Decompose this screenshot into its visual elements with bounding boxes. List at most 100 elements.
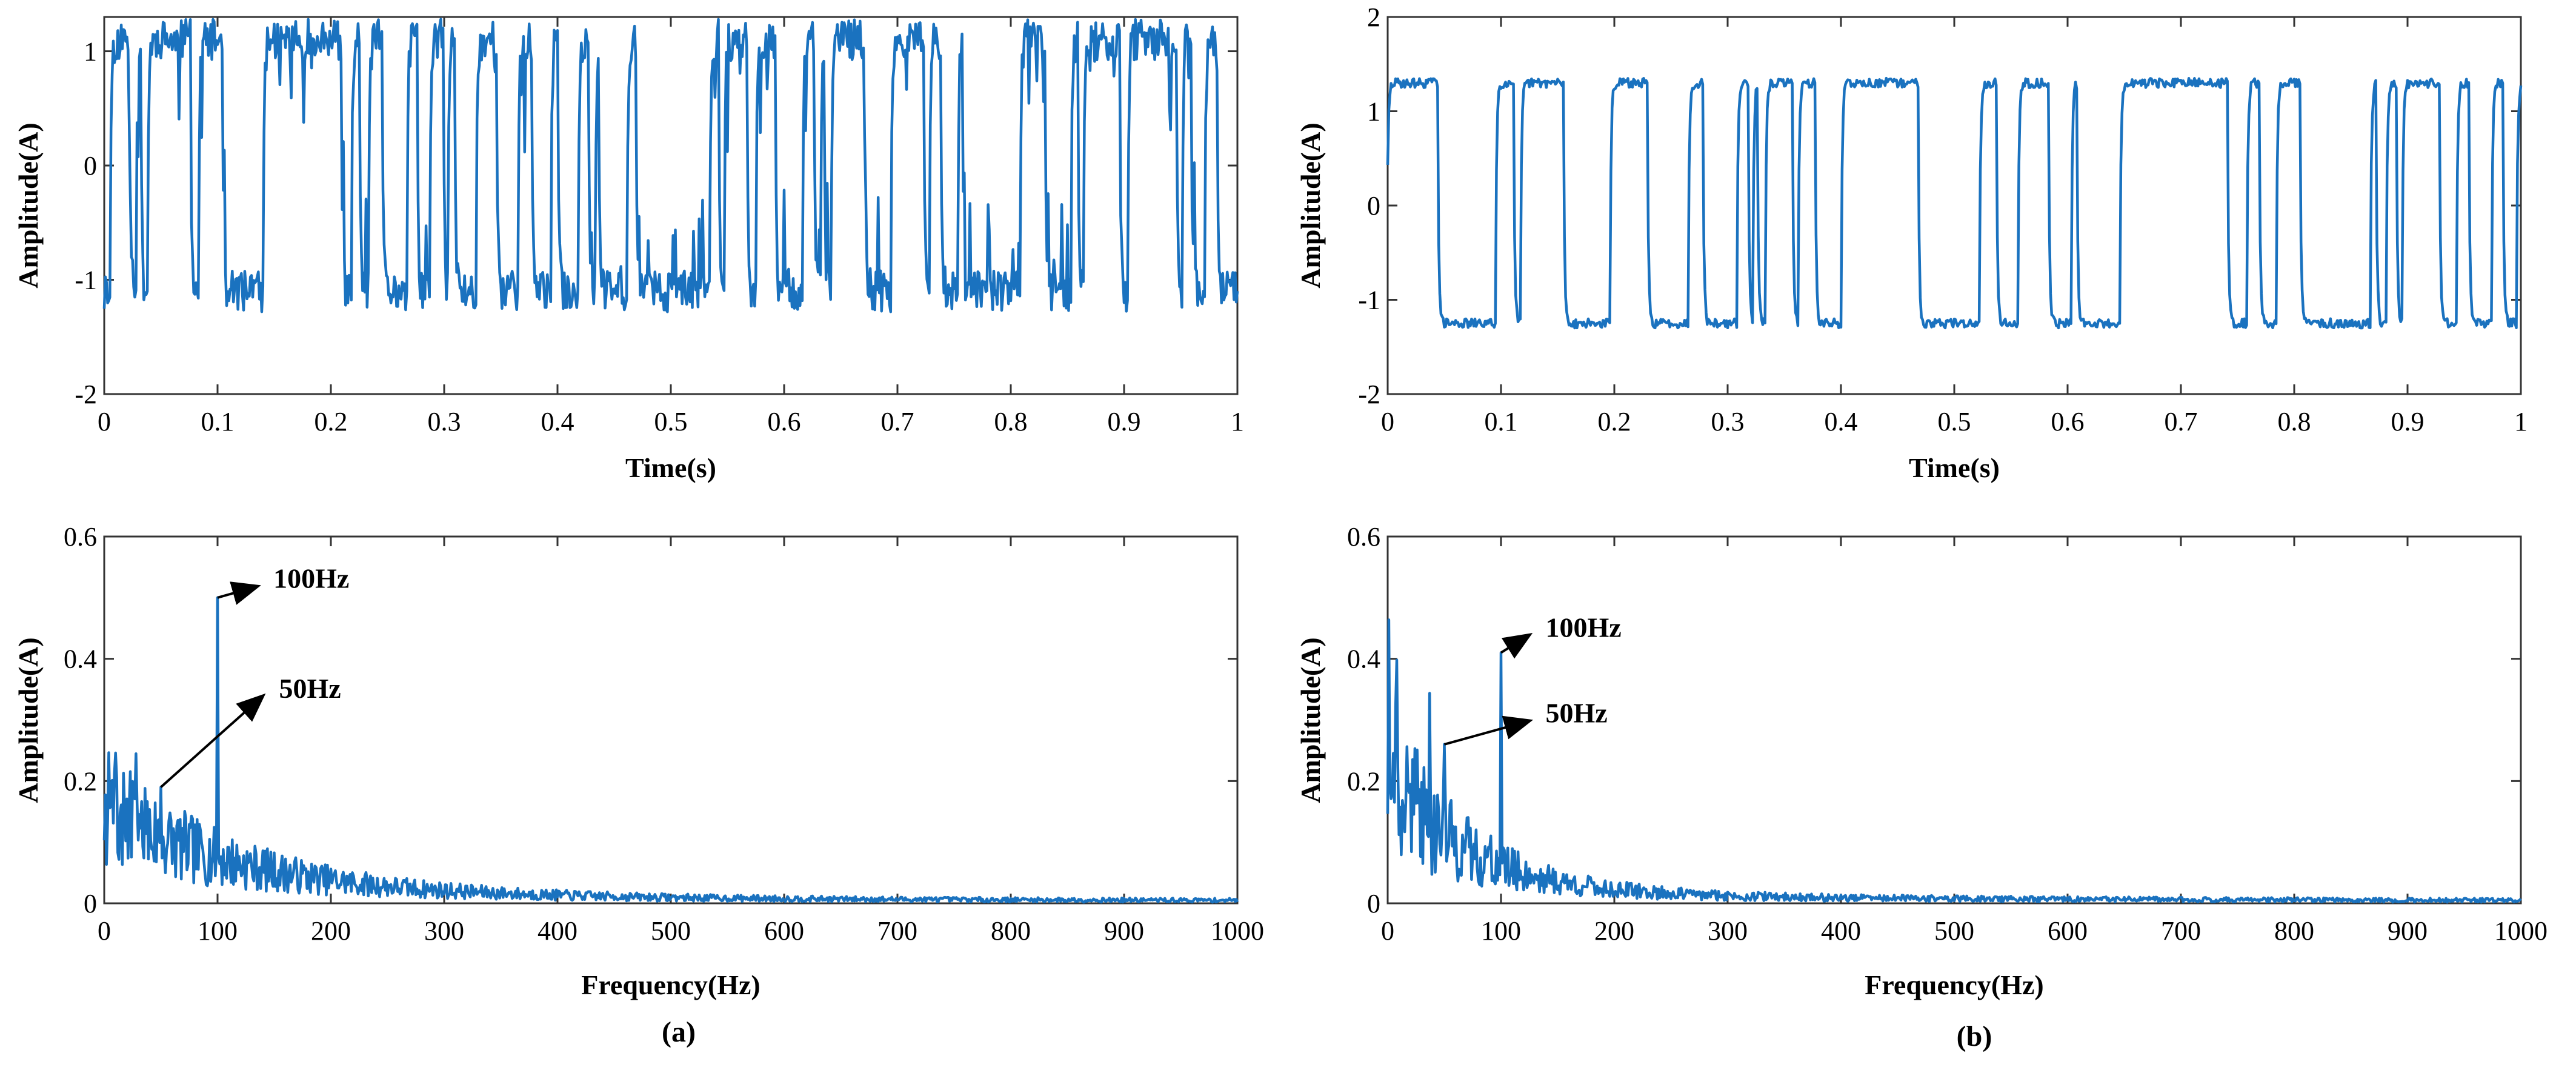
x-tick-label: 0: [98, 916, 111, 946]
x-tick-label: 600: [764, 916, 804, 946]
x-tick-label: 200: [311, 916, 351, 946]
y-axis-label: Amplitude(A): [13, 637, 44, 803]
x-tick-label: 800: [991, 916, 1031, 946]
y-tick-label: 0.6: [64, 522, 97, 552]
x-tick-label: 0.9: [2391, 407, 2425, 436]
signal-line: [102, 18, 1239, 313]
x-tick-label: 0: [98, 407, 111, 436]
x-tick-label: 0.5: [654, 407, 688, 436]
y-tick-label: 0: [1367, 889, 1380, 918]
x-tick-label: 0.5: [1938, 407, 1971, 436]
y-axis-label: Amplitude(A): [1295, 122, 1326, 288]
x-tick-label: 0.6: [768, 407, 801, 436]
x-tick-label: 0: [1381, 407, 1394, 436]
x-tick-label: 600: [2048, 916, 2088, 946]
y-tick-label: 0: [84, 151, 97, 181]
tick-group: 0 0.1 0.2 0.3 0.4 0.5 0.6 0.7 0.8 0.9 1 -2 -1 0 1: [75, 17, 1244, 436]
panel-a-frequency: 0 100 200 300 400 500 600 700 800 900 1000 0 0.2 0.4 0…: [13, 522, 1264, 1000]
x-tick-label: 700: [2161, 916, 2201, 946]
x-tick-label: 1000: [2494, 916, 2548, 946]
x-axis-label: Frequency(Hz): [1865, 969, 2044, 1000]
peak-arrow: [1500, 633, 1533, 659]
x-tick-label: 0.9: [1108, 407, 1141, 436]
x-tick-label: 300: [1708, 916, 1748, 946]
y-tick-label: -1: [1358, 286, 1380, 315]
panel-b-time: 0 0.1 0.2 0.3 0.4 0.5 0.6 0.7 0.8 0.9 1 -2 -1 0 1 2 Tim…: [1295, 2, 2528, 483]
x-tick-label: 0.2: [1598, 407, 1631, 436]
y-tick-label: -2: [75, 380, 97, 409]
signal-line: [102, 596, 1239, 904]
x-tick-label: 400: [1821, 916, 1861, 946]
y-tick-label: 0.4: [1347, 644, 1380, 674]
plot-frame: [1386, 16, 2522, 395]
x-tick-label: 0.3: [428, 407, 461, 436]
x-tick-label: 0.7: [881, 407, 914, 436]
x-tick-label: 500: [1934, 916, 1974, 946]
annotation-group: 100Hz 50Hz: [160, 563, 349, 788]
signal-line: [1386, 618, 2522, 904]
x-tick-label: 0.8: [2278, 407, 2311, 436]
series-group: [102, 18, 1239, 313]
plot-frame: [103, 16, 1239, 395]
panel-a-time: 0 0.1 0.2 0.3 0.4 0.5 0.6 0.7 0.8 0.9 1 -2 -1 0 1 Time…: [13, 16, 1244, 483]
x-tick-label: 0.3: [1711, 407, 1745, 436]
x-tick-label: 1: [2514, 407, 2528, 436]
x-tick-label: 0.4: [541, 407, 574, 436]
x-tick-label: 0.2: [315, 407, 348, 436]
y-tick-label: 1: [1367, 97, 1380, 127]
peak-label: 100Hz: [273, 563, 349, 594]
x-tick-label: 100: [198, 916, 238, 946]
x-tick-label: 900: [2388, 916, 2428, 946]
y-tick-label: 0: [84, 889, 97, 918]
x-tick-label: 0: [1381, 916, 1394, 946]
x-tick-label: 1: [1231, 407, 1244, 436]
x-tick-label: 0.1: [1485, 407, 1518, 436]
x-tick-label: 800: [2274, 916, 2314, 946]
series-group: [102, 596, 1239, 904]
y-tick-label: 1: [84, 37, 97, 67]
x-tick-label: 1000: [1211, 916, 1264, 946]
panel-b-frequency: 0 100 200 300 400 500 600 700 800 900 1000 0 0.2 0.4 0…: [1295, 522, 2548, 1000]
peak-arrow: [1443, 715, 1534, 746]
y-axis-label: Amplitude(A): [13, 122, 44, 288]
x-axis-label: Frequency(Hz): [581, 969, 760, 1000]
tick-group: 0 100 200 300 400 500 600 700 800 900 1000 0 0.2 0.4 0…: [1347, 522, 2548, 946]
peak-label: 50Hz: [279, 673, 341, 704]
series-group: [1386, 618, 2522, 904]
peak-arrow: [160, 693, 266, 788]
peak-label: 50Hz: [1545, 697, 1607, 728]
series-group: [1386, 76, 2523, 330]
x-tick-label: 700: [877, 916, 917, 946]
x-tick-label: 400: [537, 916, 577, 946]
peak-arrow: [217, 581, 261, 605]
signal-line: [1386, 76, 2523, 330]
y-tick-label: 0.6: [1347, 522, 1380, 552]
x-tick-label: 0.6: [2051, 407, 2085, 436]
caption-a: (a): [662, 1016, 696, 1048]
y-axis-label: Amplitude(A): [1295, 637, 1326, 803]
x-tick-label: 500: [651, 916, 691, 946]
y-tick-label: 0: [1367, 191, 1380, 221]
x-axis-label: Time(s): [1909, 452, 2000, 483]
y-tick-label: 0.2: [64, 766, 97, 796]
x-tick-label: 0.7: [2165, 407, 2198, 436]
peak-label: 100Hz: [1545, 612, 1621, 643]
x-tick-label: 0.8: [994, 407, 1028, 436]
annotation-group: 100Hz 50Hz: [1443, 612, 1622, 746]
x-tick-label: 900: [1104, 916, 1144, 946]
caption-b: (b): [1957, 1020, 1992, 1052]
x-tick-label: 0.1: [201, 407, 235, 436]
y-tick-label: -1: [75, 266, 97, 295]
x-axis-label: Time(s): [625, 452, 716, 483]
y-tick-label: 2: [1367, 2, 1380, 32]
x-tick-label: 300: [424, 916, 464, 946]
plot-frame: [103, 535, 1239, 905]
x-tick-label: 100: [1481, 916, 1521, 946]
tick-group: 0 100 200 300 400 500 600 700 800 900 1000 0 0.2 0.4 0…: [64, 522, 1264, 946]
y-tick-label: -2: [1358, 380, 1380, 409]
plot-frame: [1386, 535, 2522, 905]
y-tick-label: 0.4: [64, 644, 97, 674]
x-tick-label: 0.4: [1825, 407, 1858, 436]
x-tick-label: 200: [1594, 916, 1634, 946]
